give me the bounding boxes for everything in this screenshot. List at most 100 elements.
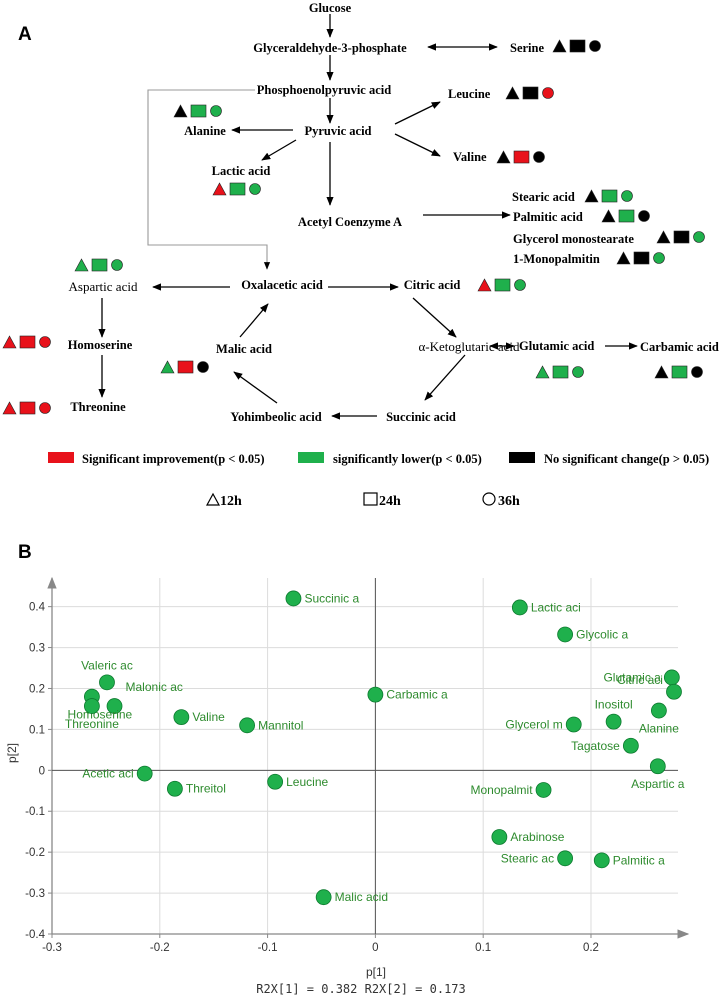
square-24h-icon bbox=[494, 278, 511, 292]
node-valine: Valine bbox=[453, 150, 487, 164]
scatter-point bbox=[367, 686, 384, 703]
y-tick-label: 0.4 bbox=[29, 602, 46, 614]
circle-36h-icon bbox=[39, 402, 51, 414]
point-label: Aspartic a bbox=[631, 777, 685, 791]
legend-swatch-red bbox=[48, 452, 74, 463]
circle-36h-icon bbox=[39, 336, 51, 348]
point-label: Malic acid bbox=[335, 890, 388, 904]
y-tick-label: 0.1 bbox=[29, 724, 45, 736]
scatter-point bbox=[99, 674, 115, 691]
triangle-12h-icon bbox=[584, 189, 599, 203]
circle-36h-icon bbox=[249, 183, 261, 195]
point-label: Citric aci bbox=[617, 673, 663, 687]
markers-lactic bbox=[212, 182, 261, 196]
scatter-point bbox=[267, 773, 284, 790]
markers-monopalmitin bbox=[616, 251, 665, 265]
scatter-point bbox=[535, 782, 552, 798]
point-label: Glutamic a bbox=[603, 670, 661, 684]
node-oxaloacetic: Oxalacetic acid bbox=[241, 278, 323, 292]
point-label: Glycolic a bbox=[576, 627, 628, 641]
scatter-point bbox=[622, 737, 639, 754]
x-axis-label: p[1] bbox=[366, 965, 386, 979]
square-24h-icon bbox=[522, 86, 539, 100]
node-serine: Serine bbox=[510, 41, 544, 55]
markers-alanine bbox=[173, 104, 222, 118]
legend-24h: 24h bbox=[379, 494, 401, 509]
scatter-point bbox=[285, 590, 302, 607]
node-lactic: Lactic acid bbox=[212, 164, 271, 178]
markers-glutamic bbox=[535, 365, 584, 379]
pathway-arrows bbox=[98, 14, 638, 420]
circle-36h-icon bbox=[638, 210, 650, 222]
node-akg: α-Ketoglutaric acid bbox=[418, 339, 520, 354]
scatter-point bbox=[663, 669, 680, 686]
legend: Significant improvement(p < 0.05) signif… bbox=[48, 452, 709, 509]
chart-points: Succinic a Lactic aci Glycolic a Valeric ac… bbox=[65, 590, 685, 906]
scatter-point bbox=[605, 713, 622, 730]
r2x-footer: R2X[1] = 0.382 R2X[2] = 0.173 bbox=[256, 982, 466, 996]
node-alanine: Alanine bbox=[184, 124, 226, 138]
legend-swatch-green bbox=[298, 452, 324, 463]
scatter-point bbox=[315, 889, 332, 906]
markers-malic bbox=[160, 360, 209, 374]
point-label: Valine bbox=[192, 710, 225, 724]
triangle-12h-icon bbox=[552, 39, 567, 53]
point-label: Stearic ac bbox=[501, 851, 554, 865]
point-label: Succinic a bbox=[304, 591, 359, 605]
point-label: Valeric ac bbox=[81, 658, 133, 672]
square-24h-icon bbox=[190, 104, 207, 118]
triangle-12h-icon bbox=[74, 258, 89, 272]
point-label: Threitol bbox=[186, 782, 226, 796]
scatter-point bbox=[511, 599, 528, 616]
node-malic: Malic acid bbox=[216, 342, 272, 356]
point-label: Glycerol m bbox=[505, 717, 562, 731]
chart-axes bbox=[47, 576, 690, 939]
chart-ticks: -0.3 -0.2 -0.1 0 0.1 0.2-0.4-0.3-0.2-0.100.10… bbox=[25, 602, 599, 954]
point-label: Leucine bbox=[286, 775, 328, 789]
square-24h-icon bbox=[633, 251, 650, 265]
triangle-12h-icon bbox=[654, 365, 669, 379]
pathway-nodes: Glucose Glyceraldehyde-3-phosphate Phosp… bbox=[68, 1, 719, 424]
scatter-point bbox=[136, 765, 153, 782]
square-24h-icon bbox=[19, 335, 36, 349]
scatter-point bbox=[650, 702, 667, 719]
point-label: Arabinose bbox=[510, 830, 564, 844]
point-label: Carbamic a bbox=[386, 688, 448, 702]
node-citric: Citric acid bbox=[404, 278, 461, 292]
scatter-point bbox=[239, 717, 256, 734]
arrow-citric-akg bbox=[412, 297, 457, 338]
x-tick-label: -0.3 bbox=[42, 942, 62, 954]
triangle-12h-icon bbox=[2, 335, 17, 349]
arrow-malic-oxaloacetic bbox=[239, 303, 269, 338]
arrow-pyruvic-leucine bbox=[394, 101, 441, 125]
circle-36h-icon bbox=[514, 279, 526, 291]
panel-a-label: A bbox=[18, 24, 32, 45]
legend-36h: 36h bbox=[498, 494, 520, 509]
square-24h-icon bbox=[177, 360, 194, 374]
panel-b: B -0.3 -0.2 -0.1 0 0.1 0.2-0.4-0.3-0.2-0.100.… bbox=[5, 542, 690, 996]
square-24h-icon bbox=[673, 230, 690, 244]
scatter-point bbox=[557, 850, 574, 867]
arrow-pyruvic-lactic bbox=[261, 139, 297, 161]
scatter-point bbox=[173, 709, 190, 726]
node-acetyl: Acetyl Coenzyme A bbox=[298, 215, 402, 229]
scatter-point bbox=[166, 780, 183, 797]
triangle-12h-icon bbox=[496, 150, 511, 164]
scatter-point bbox=[106, 698, 123, 714]
square-24h-icon bbox=[229, 182, 246, 196]
legend-nochange: No significant change(p > 0.05) bbox=[544, 452, 709, 466]
x-tick-label: -0.1 bbox=[258, 942, 278, 954]
point-label: Homoserine bbox=[68, 708, 133, 722]
point-label: Palmitic a bbox=[613, 853, 665, 867]
circle-36h-icon bbox=[572, 366, 584, 378]
markers-leucine bbox=[505, 86, 554, 100]
arrow-pep-oxaloacetic bbox=[147, 89, 271, 270]
circle-36h-icon bbox=[533, 151, 545, 163]
circle-36h-icon bbox=[653, 252, 665, 264]
y-axis-label: p[2] bbox=[5, 743, 19, 763]
scatter-point bbox=[557, 626, 574, 643]
square-24h-icon bbox=[671, 365, 688, 379]
scatter-point bbox=[649, 758, 666, 775]
point-label: Malonic ac bbox=[126, 680, 183, 694]
markers-serine bbox=[552, 39, 601, 53]
